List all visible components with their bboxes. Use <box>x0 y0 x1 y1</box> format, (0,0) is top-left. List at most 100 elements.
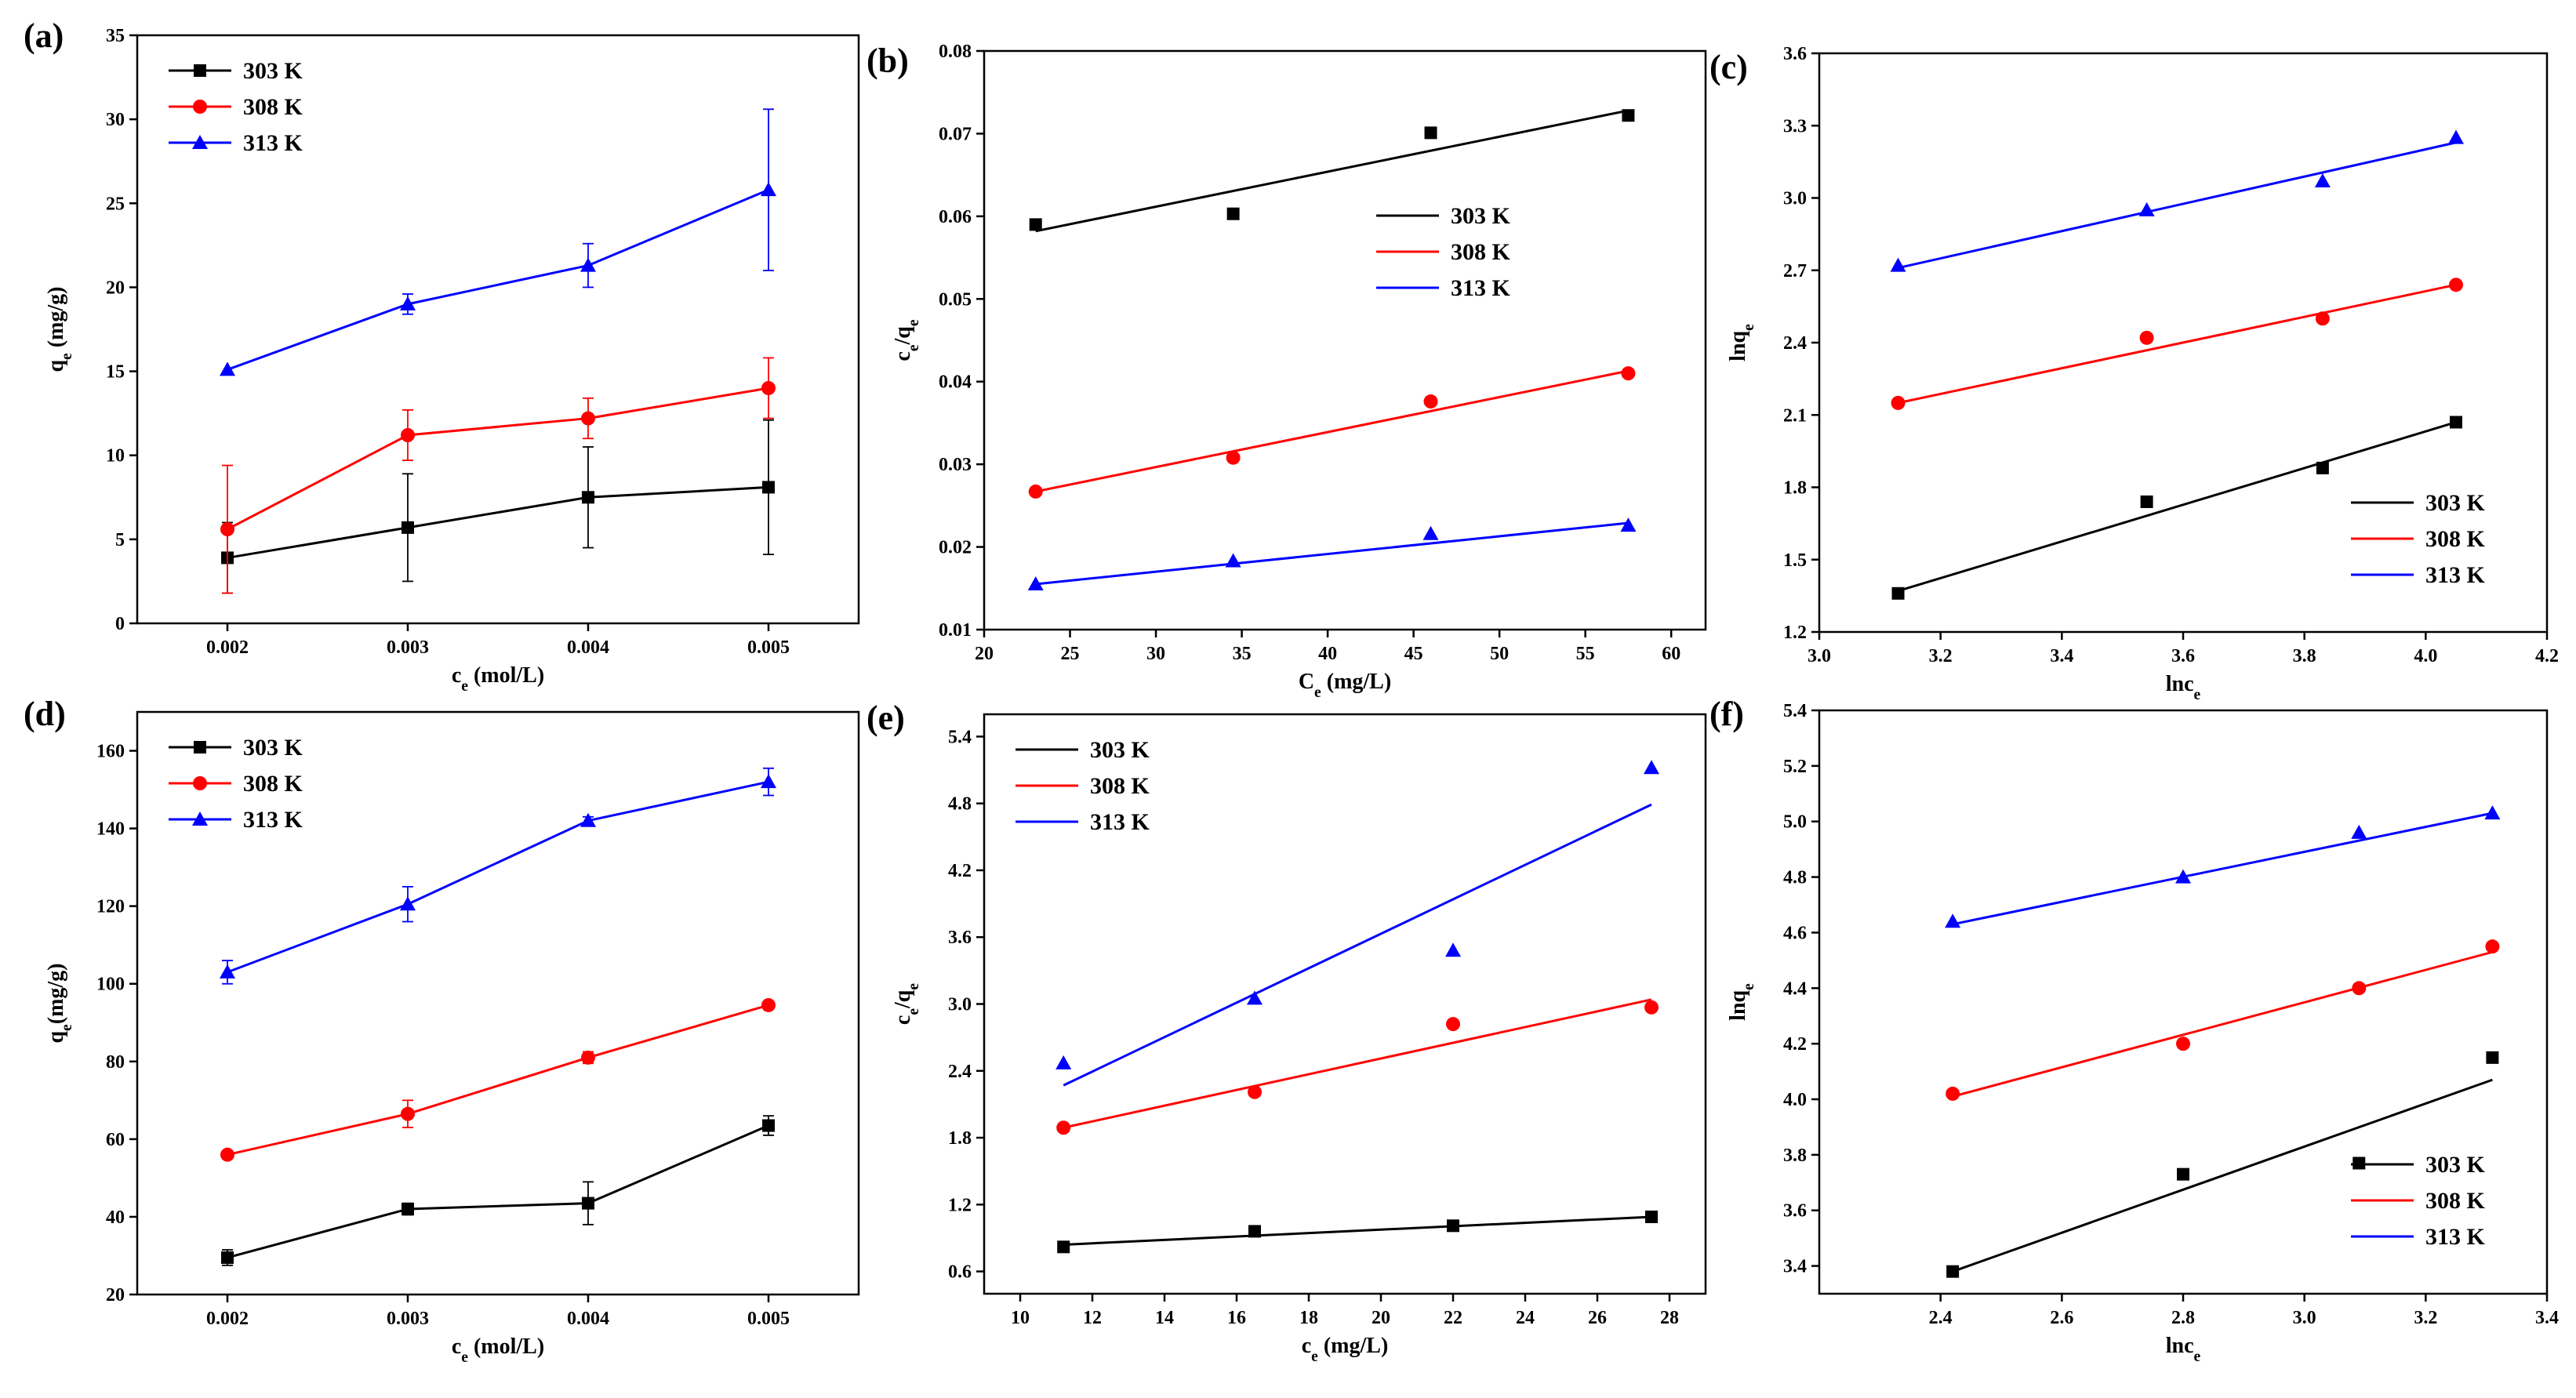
y-axis-title: qe (mg/g) <box>44 286 75 372</box>
x-tick-label: 4.0 <box>2414 646 2437 666</box>
y-tick-label: 4.0 <box>1783 1090 1807 1110</box>
series-313k <box>220 767 776 985</box>
plot-frame <box>136 34 860 625</box>
y-tick-label: 0.05 <box>939 289 972 310</box>
data-point <box>2139 330 2154 345</box>
legend-marker <box>193 776 207 790</box>
y-tick-label: 20 <box>106 1285 125 1305</box>
x-tick-label: 60 <box>1662 644 1680 664</box>
y-tick-label: 1.5 <box>1783 550 1807 571</box>
data-point <box>1056 1120 1071 1135</box>
data-point <box>581 411 595 426</box>
y-tick-label: 5.0 <box>1783 812 1807 833</box>
x-tick-label: 0.002 <box>206 637 249 658</box>
data-point <box>2177 1167 2189 1181</box>
legend-label: 308 K <box>1090 773 1150 799</box>
x-tick-label: 50 <box>1490 644 1509 664</box>
y-tick-label: 35 <box>106 26 125 46</box>
y-tick-label: 0 <box>115 614 125 634</box>
legend-label: 308 K <box>243 771 303 797</box>
y-tick-label: 0.02 <box>939 538 972 558</box>
data-point <box>2316 461 2329 474</box>
plot-frame <box>136 710 860 1296</box>
series-313k <box>1027 517 1637 591</box>
data-point <box>1247 990 1263 1005</box>
y-tick-label: 120 <box>96 897 125 917</box>
legend-label: 303 K <box>2425 490 2486 516</box>
fit-line <box>1898 421 2457 593</box>
y-tick-label: 0.06 <box>939 207 972 227</box>
legend: 303 K 308 K 313 K <box>2351 490 2486 588</box>
data-point <box>2353 1157 2366 1170</box>
series-line <box>227 188 769 371</box>
y-tick-label: 140 <box>96 819 125 840</box>
series-313k <box>220 108 776 376</box>
legend: 303 K 308 K 313 K <box>1016 737 1150 835</box>
legend-label: 303 K <box>1090 737 1150 763</box>
data-point <box>1225 553 1241 568</box>
x-tick-label: 55 <box>1576 644 1595 664</box>
data-point <box>1644 760 1659 775</box>
data-point <box>1423 394 1438 409</box>
legend-marker <box>193 100 207 114</box>
series-313k <box>1945 805 2501 928</box>
x-tick-label: 2.6 <box>2050 1308 2073 1328</box>
data-point <box>761 381 776 395</box>
x-axis-title: ce (mol/L) <box>452 1334 544 1366</box>
y-tick-label: 40 <box>106 1207 125 1228</box>
y-tick-label: 4.4 <box>1783 979 1807 999</box>
data-point <box>2314 172 2331 187</box>
series-308k <box>1891 278 2463 410</box>
fit-line <box>1952 812 2493 926</box>
data-point <box>1248 1084 1262 1099</box>
x-tick-label: 2.4 <box>1929 1308 1953 1328</box>
data-point <box>220 522 234 536</box>
series-313k <box>1055 760 1659 1087</box>
x-tick-label: 26 <box>1588 1308 1607 1328</box>
data-point <box>1422 525 1439 540</box>
data-point <box>2484 805 2501 820</box>
legend: 303 K 308 K 313 K <box>169 735 303 833</box>
x-axis-title: lnce <box>2166 1334 2201 1365</box>
data-point <box>2351 824 2367 839</box>
data-point <box>2352 981 2367 996</box>
plot-frame <box>983 713 1707 1295</box>
data-point <box>220 1147 234 1162</box>
legend-marker <box>192 135 208 149</box>
x-tick-label: 25 <box>1061 644 1080 664</box>
y-tick-label: 5 <box>115 530 125 550</box>
x-tick-label: 20 <box>975 644 994 664</box>
y-tick-label: 1.8 <box>948 1128 972 1149</box>
data-point <box>582 1196 594 1210</box>
legend-marker <box>194 741 206 753</box>
y-tick-label: 3.0 <box>1783 189 1807 209</box>
x-axis-title: ce (mg/L) <box>1302 1334 1389 1365</box>
y-tick-label: 5.2 <box>1783 757 1807 777</box>
data-point <box>401 428 415 442</box>
chart-panel-2: (b) 20 25 30 35 40 45 50 55 60 0.01 0.02 0.03 0.04 0.0… <box>867 42 1707 701</box>
fit-line <box>1035 521 1629 586</box>
y-tick-label: 15 <box>106 362 125 383</box>
data-point <box>1445 942 1461 957</box>
data-point <box>1946 1086 1960 1101</box>
x-tick-label: 0.002 <box>206 1309 249 1329</box>
series-303k <box>1891 416 2462 600</box>
data-point <box>2450 416 2462 429</box>
fit-line <box>1898 283 2457 405</box>
panel-label: (b) <box>867 42 909 80</box>
data-point <box>581 1050 595 1065</box>
y-tick-label: 160 <box>96 742 125 762</box>
y-tick-label: 100 <box>96 975 125 995</box>
y-axis-title: ce/qe <box>891 319 922 361</box>
x-tick-label: 22 <box>1444 1308 1462 1328</box>
data-point <box>762 481 775 494</box>
y-tick-label: 0.04 <box>939 372 972 393</box>
fit-line <box>1035 109 1629 233</box>
data-point <box>1891 586 1905 600</box>
x-tick-label: 18 <box>1299 1308 1318 1328</box>
series-308k <box>220 997 776 1162</box>
chart-panel-3: (c) 3.0 3.2 3.4 3.6 3.8 4.0 4.2 1.2 1.5 1.8 2.1 2.4 2… <box>1709 44 2559 703</box>
data-point <box>1055 1055 1072 1069</box>
legend-label: 313 K <box>1090 809 1150 835</box>
data-point <box>401 1203 414 1216</box>
